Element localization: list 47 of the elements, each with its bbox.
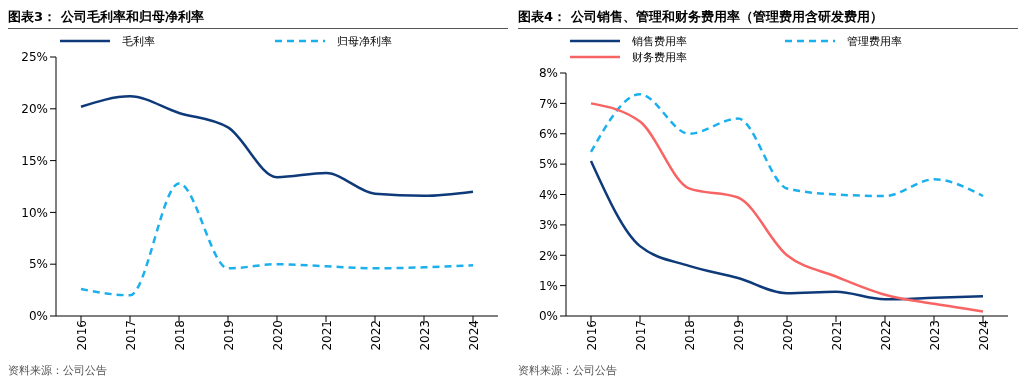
x-tick-label: 2021 (829, 320, 844, 351)
y-tick-label: 15% (21, 153, 48, 168)
line-series (589, 102, 985, 313)
y-tick-label: 1% (538, 278, 558, 293)
y-tick-label: 8% (538, 66, 558, 81)
text: 资料来源：公司公告 (8, 363, 108, 378)
x-tick-label: 2022 (368, 320, 383, 351)
x-tick-label: 2019 (731, 320, 746, 351)
x-tick-label: 2017 (123, 320, 138, 351)
x-tick-label: 2018 (682, 320, 697, 351)
y-tick-label: 6% (538, 127, 558, 142)
y-tick-label: 10% (21, 205, 48, 220)
x-tick-label: 2016 (584, 320, 599, 351)
y-tick-label: 3% (538, 218, 558, 233)
x-tick-label: 2021 (319, 320, 334, 351)
y-tick-label: 2% (538, 248, 558, 263)
line-series (589, 159, 985, 301)
y-tick-label: 20% (21, 102, 48, 117)
legend-label: 毛利率 (122, 33, 155, 49)
y-tick-label: 7% (538, 96, 558, 111)
x-tick-label: 2024 (466, 320, 481, 351)
text: 资料来源：公司公告 (518, 363, 618, 378)
x-tick-label: 2020 (780, 320, 795, 351)
x-tick-label: 2017 (633, 320, 648, 351)
legend-label: 归母净利率 (337, 33, 392, 49)
x-tick-label: 2023 (417, 320, 432, 351)
y-tick-label: 0% (28, 309, 48, 324)
chart-title: 图表3： 公司毛利率和归母净利率 (8, 8, 508, 29)
x-tick-label: 2024 (976, 320, 991, 351)
x-tick-label: 2018 (172, 320, 187, 351)
x-tick-label: 2022 (878, 320, 893, 351)
y-tick-label: 25% (21, 50, 48, 65)
x-tick-label: 2016 (74, 320, 89, 351)
legend-label: 管理费用率 (847, 33, 902, 49)
x-tick-label: 2020 (270, 320, 285, 351)
line-series (79, 95, 475, 198)
y-tick-label: 0% (538, 309, 558, 324)
line-series (79, 182, 475, 297)
legend-label: 销售费用率 (632, 33, 687, 49)
y-tick-label: 5% (28, 257, 48, 272)
y-tick-label: 5% (538, 157, 558, 172)
chart-title: 图表4： 公司销售、管理和财务费用率（管理费用含研发费用） (518, 8, 1018, 29)
legend-label: 财务费用率 (632, 49, 687, 65)
y-tick-label: 4% (538, 187, 558, 202)
x-tick-label: 2023 (927, 320, 942, 351)
line-series (589, 93, 985, 198)
x-tick-label: 2019 (221, 320, 236, 351)
